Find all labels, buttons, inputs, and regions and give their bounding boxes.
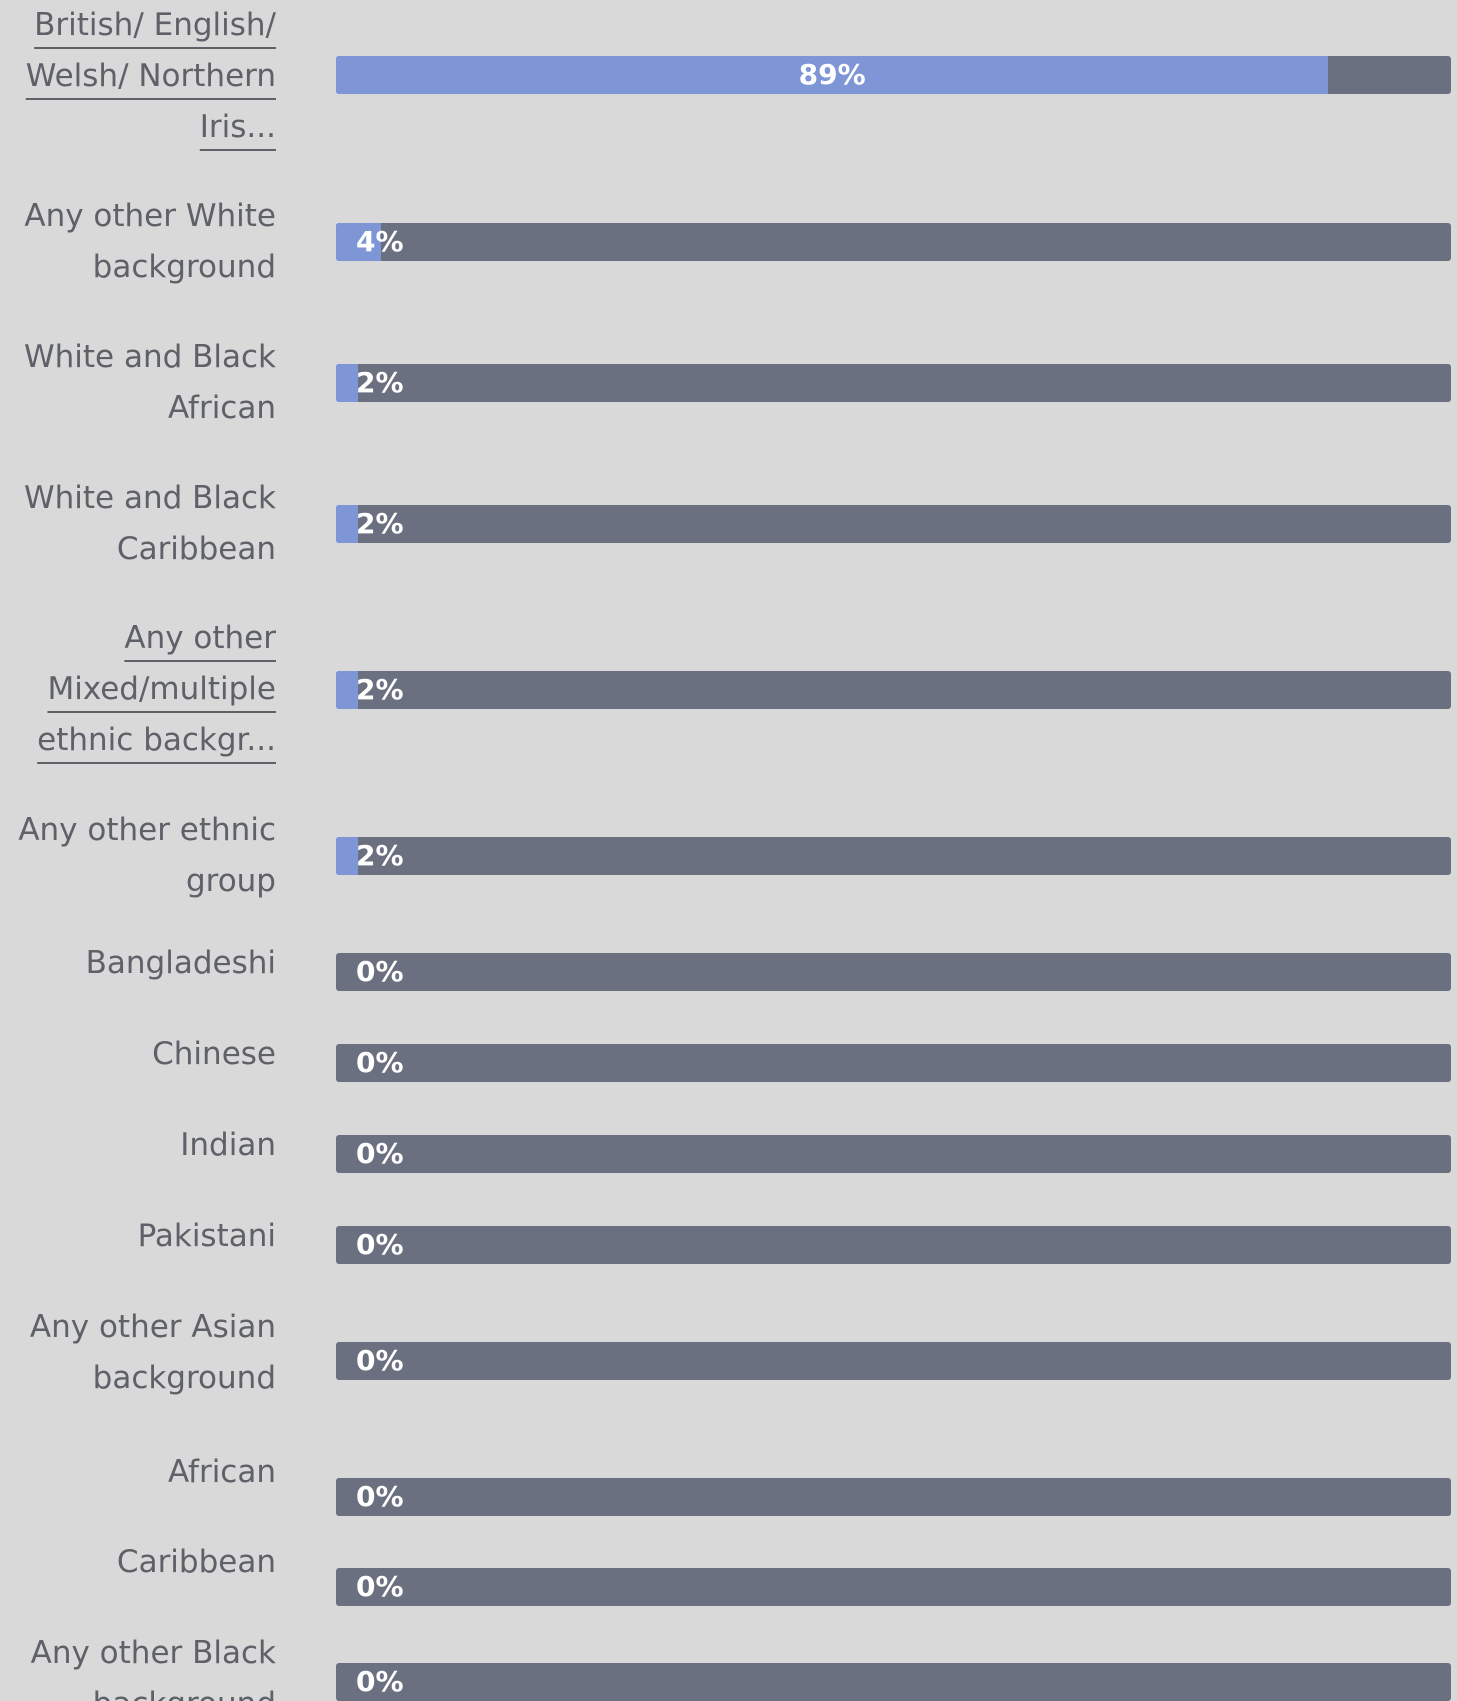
category-label: Chinese bbox=[152, 1036, 276, 1072]
value-label: 0% bbox=[356, 955, 404, 988]
category-label[interactable]: British/ English/Welsh/ Northern Iris... bbox=[25, 7, 276, 145]
bar-track: 0% bbox=[336, 1044, 1451, 1082]
value-label: 89% bbox=[798, 58, 866, 91]
category-label: Pakistani bbox=[137, 1218, 276, 1254]
bar-fill bbox=[336, 671, 359, 709]
value-label: 0% bbox=[356, 1665, 404, 1698]
category-label: Any other Blackbackground bbox=[30, 1635, 276, 1701]
value-label: 0% bbox=[356, 1480, 404, 1513]
bar-track: 0% bbox=[336, 953, 1451, 991]
bar-track: 2% bbox=[336, 837, 1451, 875]
value-label: 0% bbox=[356, 1344, 404, 1377]
category-label: White and Black African bbox=[23, 339, 276, 426]
value-label: 2% bbox=[356, 839, 404, 872]
category-label: Indian bbox=[180, 1127, 276, 1163]
bar-track: 2% bbox=[336, 505, 1451, 543]
category-label: Caribbean bbox=[116, 1544, 276, 1580]
bar-track: 89% bbox=[336, 56, 1451, 94]
category-label: Any other ethnic group bbox=[18, 812, 276, 899]
bar-track: 2% bbox=[336, 364, 1451, 402]
category-label: Any other Asian background bbox=[29, 1309, 276, 1396]
bar-track: 0% bbox=[336, 1663, 1451, 1701]
category-label: African bbox=[167, 1454, 276, 1490]
category-label[interactable]: Any other Mixed/multiple ethnic backgr... bbox=[37, 620, 276, 758]
bar-track: 0% bbox=[336, 1478, 1451, 1516]
bar-track: 0% bbox=[336, 1226, 1451, 1264]
value-label: 4% bbox=[356, 225, 404, 258]
value-label: 0% bbox=[356, 1046, 404, 1079]
bar-track: 2% bbox=[336, 671, 1451, 709]
bar-fill bbox=[336, 837, 359, 875]
value-label: 0% bbox=[356, 1228, 404, 1261]
value-label: 0% bbox=[356, 1137, 404, 1170]
bar-track: 0% bbox=[336, 1568, 1451, 1606]
bar-fill bbox=[336, 223, 381, 261]
bar-track: 0% bbox=[336, 1342, 1451, 1380]
value-label: 2% bbox=[356, 673, 404, 706]
category-label: White and Black Caribbean bbox=[23, 480, 276, 567]
value-label: 2% bbox=[356, 366, 404, 399]
category-label: Any other White background bbox=[24, 198, 276, 285]
bar-fill bbox=[336, 56, 1329, 94]
value-label: 0% bbox=[356, 1570, 404, 1603]
bar-track: 0% bbox=[336, 1135, 1451, 1173]
bar-fill bbox=[336, 505, 359, 543]
category-label: Bangladeshi bbox=[85, 945, 276, 981]
value-label: 2% bbox=[356, 507, 404, 540]
bar-fill bbox=[336, 364, 359, 402]
bar-track: 4% bbox=[336, 223, 1451, 261]
